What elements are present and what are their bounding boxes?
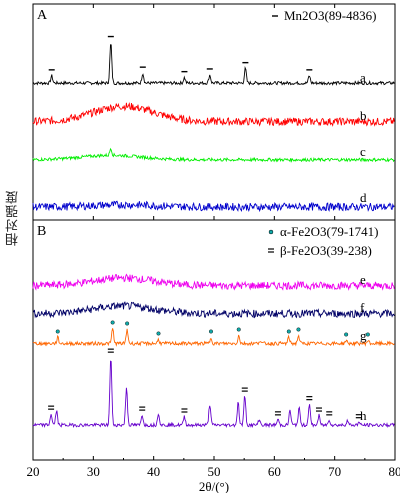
series-label-e: e — [360, 272, 366, 287]
legend-label: Mn2O3(89-4836) — [284, 8, 376, 23]
phase-marker-alpha — [236, 327, 241, 332]
phase-marker-alpha — [286, 329, 291, 334]
series-label-a: a — [360, 70, 366, 85]
legend-label: β-Fe2O3(39-238) — [280, 243, 372, 258]
legend-label: α-Fe2O3(79-1741) — [280, 224, 379, 239]
phase-marker-alpha — [156, 331, 161, 336]
phase-marker-alpha — [110, 320, 115, 325]
phase-marker-alpha — [125, 321, 130, 326]
series-line-f — [32, 301, 395, 319]
phase-marker-alpha — [296, 327, 301, 332]
legend-marker-dot — [268, 229, 274, 235]
series-label-g: g — [360, 328, 367, 343]
series-line-g — [32, 328, 395, 347]
phase-marker-alpha — [344, 332, 349, 337]
phase-marker-alpha — [208, 329, 213, 334]
series-line-h — [32, 360, 395, 429]
series-line-c — [32, 147, 395, 163]
panel-label-A: A — [37, 8, 48, 23]
series-line-d — [32, 200, 395, 213]
x-tick-label: 40 — [147, 464, 160, 479]
series-label-f: f — [360, 300, 365, 315]
x-axis-label: 2θ/(°) — [199, 479, 229, 493]
series-label-c: c — [360, 144, 366, 159]
x-tick-label: 60 — [268, 464, 281, 479]
series-line-e — [32, 273, 395, 291]
series-label-h: h — [360, 408, 367, 423]
x-tick-label: 80 — [389, 464, 400, 479]
x-tick-label: 20 — [27, 464, 40, 479]
phase-marker-alpha — [365, 332, 370, 337]
x-tick-label: 70 — [328, 464, 341, 479]
series-label-d: d — [360, 190, 367, 205]
series-line-a — [32, 44, 395, 86]
x-tick-label: 30 — [87, 464, 100, 479]
series-line-b — [32, 101, 395, 127]
phase-marker-alpha — [55, 329, 60, 334]
panel-label-B: B — [37, 224, 46, 239]
x-tick-label: 50 — [208, 464, 221, 479]
series-label-b: b — [360, 108, 367, 123]
